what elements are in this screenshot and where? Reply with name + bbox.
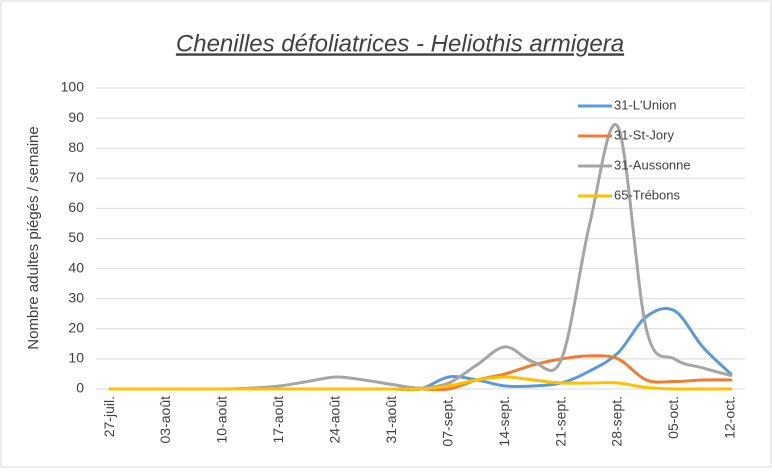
legend-label: 31-L'Union (614, 97, 676, 112)
x-tick-label: 17-août (270, 396, 286, 444)
x-tick-label: 12-oct. (722, 396, 738, 439)
y-axis-title: Nombre adultes piégés / semaine (25, 126, 42, 349)
x-tick-label: 21-sept. (552, 396, 568, 447)
y-tick-label: 90 (68, 109, 84, 125)
y-tick-label: 40 (68, 259, 84, 275)
y-tick-label: 30 (68, 289, 84, 305)
y-tick-label: 50 (68, 229, 84, 245)
y-tick-label: 100 (61, 79, 85, 95)
x-tick-label: 05-oct. (665, 396, 681, 439)
legend-label: 65-Trébons (614, 187, 680, 202)
legend-label: 31-Aussonne (614, 157, 691, 172)
legend-label: 31-St-Jory (614, 127, 674, 142)
x-tick-label: 27-juil. (101, 396, 117, 437)
chart-title: Chenilles défoliatrices - Heliothis armi… (176, 30, 624, 57)
y-tick-label: 60 (68, 199, 84, 215)
y-tick-label: 10 (68, 350, 84, 366)
x-tick-label: 31-août (383, 396, 399, 444)
y-tick-label: 20 (68, 320, 84, 336)
x-tick-label: 07-sept. (439, 396, 455, 447)
x-tick-label: 10-août (214, 396, 230, 444)
series-line (108, 375, 733, 391)
y-tick-label: 70 (68, 169, 84, 185)
x-tick-label: 24-août (327, 396, 343, 444)
x-tick-label: 03-août (157, 396, 173, 444)
y-tick-label: 80 (68, 139, 84, 155)
x-tick-label: 28-sept. (609, 396, 625, 447)
x-tick-label: 14-sept. (496, 396, 512, 447)
y-tick-label: 0 (76, 380, 84, 396)
